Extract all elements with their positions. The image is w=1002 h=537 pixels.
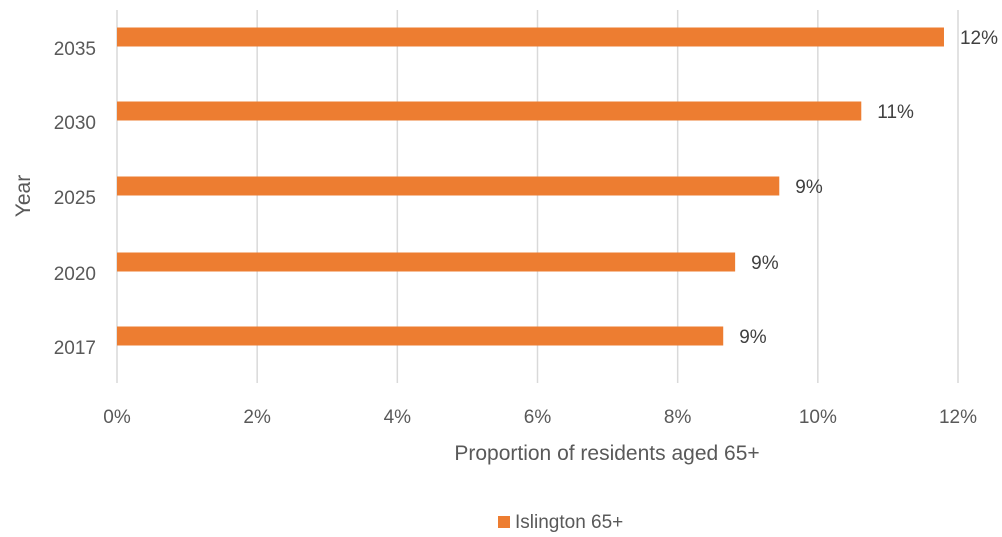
x-tick-label: 8%: [664, 407, 692, 428]
x-tick-label: 10%: [799, 407, 837, 428]
y-tick-label: 2030: [54, 113, 96, 134]
y-tick-label: 2020: [54, 264, 96, 285]
gridlines: [116, 10, 959, 383]
y-axis-ticks: 2017 2020 2025 2030 2035: [54, 39, 96, 359]
bar-data-label: 9%: [795, 177, 823, 198]
x-axis-title: Proportion of residents aged 65+: [454, 442, 759, 465]
bar: [117, 101, 862, 121]
bar-data-label: 9%: [751, 253, 779, 274]
bar: [117, 326, 724, 346]
x-tick-label: 4%: [384, 407, 412, 428]
bar: [117, 252, 736, 272]
legend-swatch: [498, 516, 510, 528]
x-tick-label: 6%: [524, 407, 552, 428]
legend-label: Islington 65+: [515, 512, 623, 533]
bar: [117, 176, 780, 196]
bars: [117, 27, 944, 346]
x-tick-label: 12%: [939, 407, 977, 428]
data-labels: 9% 9% 9% 11% 12%: [739, 28, 998, 348]
x-tick-label: 2%: [243, 407, 271, 428]
bar: [117, 27, 944, 47]
y-axis-title: Year: [12, 175, 35, 217]
bar-data-label: 9%: [739, 327, 767, 348]
bar-data-label: 12%: [960, 28, 998, 49]
legend: Islington 65+: [498, 512, 623, 533]
x-tick-label: 0%: [103, 407, 131, 428]
y-tick-label: 2025: [54, 188, 96, 209]
y-tick-label: 2035: [54, 39, 96, 60]
bar-data-label: 11%: [877, 102, 914, 123]
y-tick-label: 2017: [54, 338, 96, 359]
x-axis-ticks: 0% 2% 4% 6% 8% 10% 12%: [103, 407, 977, 428]
